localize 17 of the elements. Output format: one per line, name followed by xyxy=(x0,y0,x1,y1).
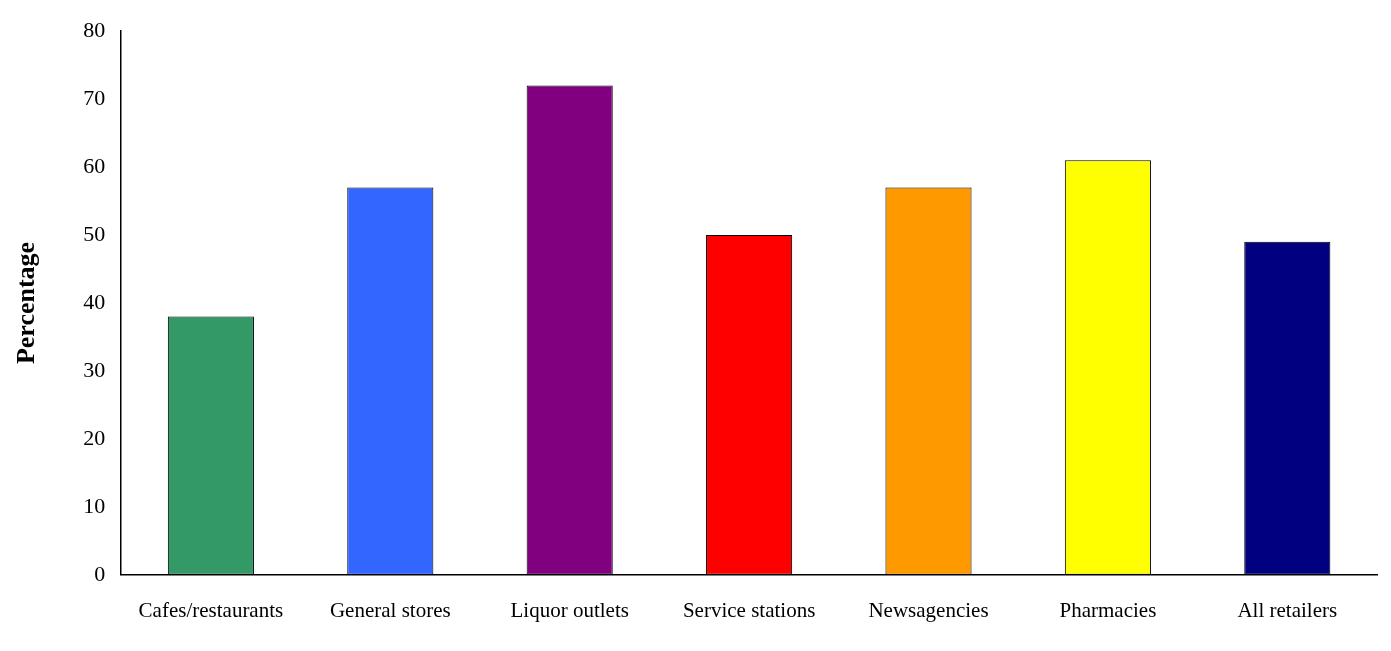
y-tick-label: 70 xyxy=(83,84,106,110)
y-tick-label: 30 xyxy=(83,356,106,382)
x-tick-label: General stores xyxy=(329,597,451,622)
x-tick-label: Liquor outlets xyxy=(510,597,629,622)
y-tick-label: 10 xyxy=(83,492,106,518)
y-tick-label: 60 xyxy=(83,152,106,178)
x-tick-label: Cafes/restaurants xyxy=(138,597,284,622)
x-tick-label: All retailers xyxy=(1237,597,1338,622)
y-tick-label: 80 xyxy=(83,16,106,42)
x-tick-label: Newsagencies xyxy=(868,597,989,622)
x-tick-label: Pharmacies xyxy=(1059,597,1157,622)
y-tick-label: 0 xyxy=(94,560,106,586)
y-tick-label: 40 xyxy=(83,288,106,314)
x-tick-label: Service stations xyxy=(682,597,816,622)
y-tick-label: 20 xyxy=(83,424,106,450)
y-axis-title: Percentage xyxy=(11,241,41,365)
y-tick-label: 50 xyxy=(83,220,106,246)
